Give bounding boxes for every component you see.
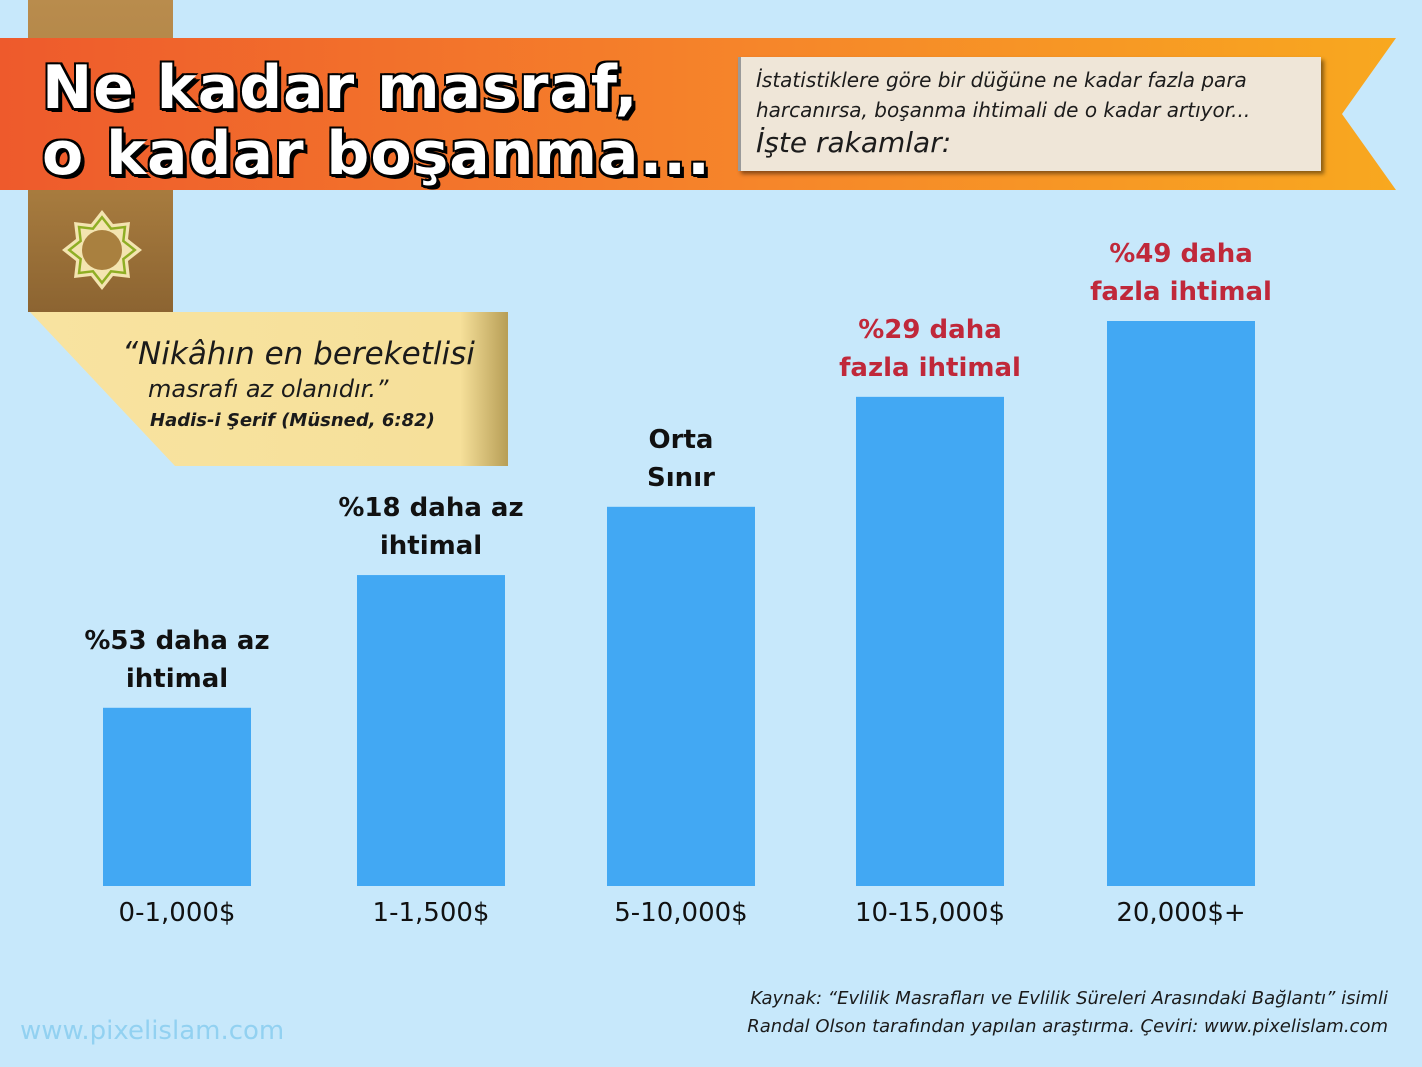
category-label-5: 20,000$+ — [1116, 898, 1246, 928]
bar-label-1: %53 daha az ihtimal — [47, 622, 307, 698]
category-label-4: 10-15,000$ — [855, 898, 1005, 928]
bar-label-5-line-1: %49 daha — [1109, 239, 1253, 269]
bar-label-2-line-1: %18 daha az — [338, 493, 524, 524]
bar-2 — [357, 575, 505, 886]
category-label-1: 0-1,000$ — [118, 898, 236, 928]
bar-4 — [856, 396, 1004, 886]
bar-label-1-line-1: %53 daha az — [84, 625, 270, 656]
intro-box — [738, 57, 1321, 171]
title-line-1: Ne kadar masraf, — [42, 53, 639, 123]
intro-line-2: harcanırsa, boşanma ihtimali de o kadar … — [756, 98, 1251, 122]
quote-line-2: masrafı az olanıdır.” — [148, 375, 389, 403]
intro-line-3: İşte rakamlar: — [756, 126, 952, 159]
category-label-2: 1-1,500$ — [372, 898, 490, 928]
source-line-2: Randal Olson tarafından yapılan araştırm… — [747, 1016, 1388, 1037]
bar-label-2-line-2: ihtimal — [379, 531, 483, 562]
bar-label-2: %18 daha az ihtimal — [301, 489, 561, 565]
bar-label-5-line-2: fazla ihtimal — [1090, 277, 1272, 307]
bar-label-5: %49 daha fazla ihtimal — [1051, 235, 1311, 311]
star-ornament-icon — [62, 210, 142, 290]
quote-line-1: “Nikâhın en bereketlisi — [122, 336, 475, 372]
bar-label-1-line-2: ihtimal — [125, 663, 229, 694]
bar-label-3: Orta Sınır — [551, 421, 811, 497]
bar-1 — [103, 707, 251, 886]
bar-label-3-line-1: Orta — [648, 424, 714, 455]
bar-label-4-line-1: %29 daha — [858, 314, 1002, 345]
title-line-2: o kadar boşanma... — [42, 119, 711, 189]
bar-label-4: %29 daha fazla ihtimal — [800, 311, 1060, 387]
bar-label-3-line-2: Sınır — [647, 462, 715, 493]
category-label-3: 5-10,000$ — [614, 898, 748, 928]
intro-line-1: İstatistiklere göre bir düğüne ne kadar … — [756, 68, 1247, 92]
bar-5 — [1107, 321, 1255, 886]
quote-attribution: Hadis-i Şerif (Müsned, 6:82) — [150, 410, 435, 431]
bar-3 — [607, 506, 755, 886]
quote-box — [30, 312, 508, 466]
source-line-1: Kaynak: “Evlilik Masrafları ve Evlilik S… — [750, 988, 1388, 1009]
bar-label-4-line-2: fazla ihtimal — [839, 352, 1021, 383]
watermark: www.pixelislam.com — [20, 1016, 285, 1046]
